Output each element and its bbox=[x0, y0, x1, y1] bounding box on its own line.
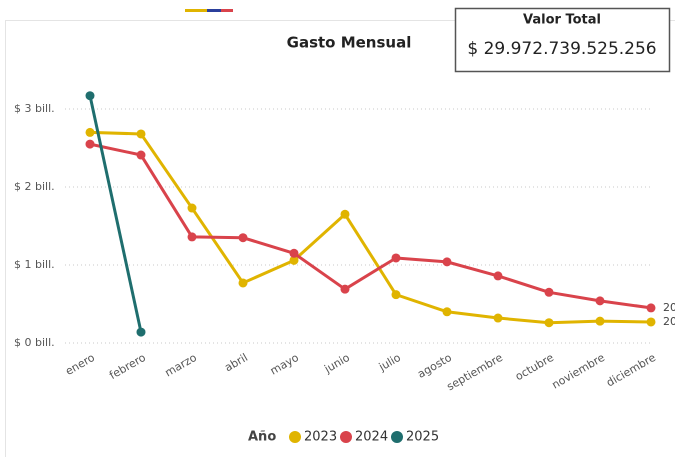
data-point bbox=[238, 278, 248, 288]
data-point bbox=[646, 317, 656, 327]
legend-swatch bbox=[340, 431, 352, 443]
chart-title: Gasto Mensual bbox=[287, 34, 412, 52]
data-point bbox=[187, 203, 197, 213]
data-point bbox=[85, 91, 95, 101]
icon-bar bbox=[185, 9, 207, 12]
card-value: $ 29.972.739.525.256 bbox=[467, 39, 656, 59]
legend-title: Año bbox=[248, 430, 276, 445]
data-point bbox=[85, 139, 95, 149]
data-point bbox=[493, 313, 503, 323]
icon-bar bbox=[221, 9, 233, 12]
data-point bbox=[136, 129, 146, 139]
data-point bbox=[646, 303, 656, 313]
data-point bbox=[595, 316, 605, 326]
card bbox=[454, 7, 671, 73]
data-point bbox=[442, 307, 452, 317]
data-point bbox=[595, 296, 605, 306]
data-point bbox=[136, 150, 146, 160]
legend-swatch bbox=[289, 431, 301, 443]
series-line bbox=[88, 95, 143, 333]
series-line bbox=[89, 130, 652, 325]
icon-bar bbox=[207, 9, 221, 12]
y-tick-label: $ 0 bill. bbox=[14, 336, 55, 349]
data-point bbox=[391, 253, 401, 263]
data-point bbox=[238, 233, 248, 243]
legend-label: 2025 bbox=[406, 430, 439, 445]
data-point bbox=[544, 287, 554, 297]
chart-frame bbox=[5, 20, 675, 457]
y-tick-label: $ 3 bill. bbox=[14, 102, 55, 115]
data-point bbox=[85, 127, 95, 137]
data-point bbox=[340, 209, 350, 219]
data-point bbox=[493, 271, 503, 281]
legend-label: 2024 bbox=[355, 430, 388, 445]
series-end-label: 2024 bbox=[663, 301, 675, 314]
data-point bbox=[136, 327, 146, 337]
legend-label: 2023 bbox=[304, 430, 337, 445]
legend-swatch bbox=[391, 431, 403, 443]
data-point bbox=[187, 232, 197, 242]
y-tick-label: $ 1 bill. bbox=[14, 258, 55, 271]
data-point bbox=[391, 290, 401, 300]
data-point bbox=[289, 255, 299, 265]
series-end-label: 2023 bbox=[663, 315, 675, 328]
card-title: Valor Total bbox=[523, 13, 601, 28]
y-tick-label: $ 2 bill. bbox=[14, 180, 55, 193]
data-point bbox=[340, 284, 350, 294]
data-point bbox=[544, 318, 554, 328]
data-point bbox=[289, 248, 299, 258]
data-point bbox=[442, 257, 452, 267]
series-line bbox=[89, 142, 652, 310]
